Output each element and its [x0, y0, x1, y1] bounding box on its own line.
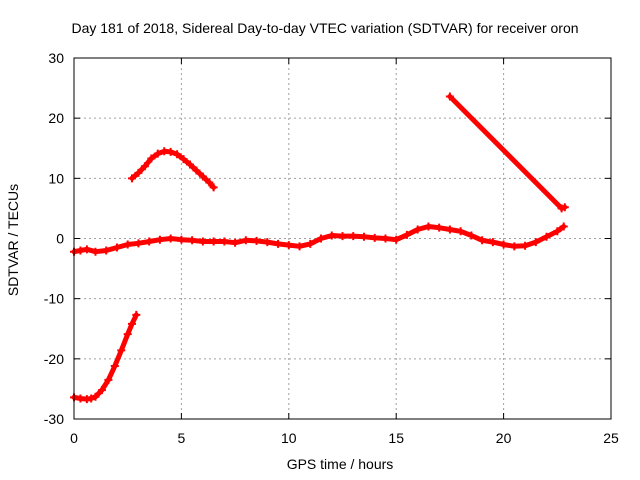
data-point: [153, 149, 162, 158]
series-line: [447, 94, 568, 211]
data-point: [359, 232, 368, 241]
y-tick-label: 0: [56, 231, 64, 247]
data-point: [392, 235, 401, 244]
data-point: [209, 183, 218, 192]
data-point: [381, 234, 390, 243]
data-point: [87, 394, 96, 403]
series-rising-segment: [70, 310, 141, 404]
y-tick-labels: -30 -20 -10 0 10 20 30: [44, 50, 64, 427]
series-outliers: [445, 92, 569, 213]
data-point: [510, 242, 519, 251]
data-point: [263, 238, 272, 247]
data-point: [185, 160, 194, 169]
data-point: [123, 240, 132, 249]
ticks: [73, 57, 612, 420]
data-point: [140, 162, 149, 171]
data-point: [274, 239, 283, 248]
data-point: [445, 92, 454, 101]
chart-title: Day 181 of 2018, Sidereal Day-to-day VTE…: [71, 20, 578, 36]
data-point: [284, 241, 293, 250]
data-point: [76, 246, 85, 255]
data-point: [147, 154, 156, 163]
data-point: [192, 166, 201, 175]
data-point: [220, 237, 229, 246]
data-point: [327, 231, 336, 240]
data-point: [205, 178, 214, 187]
data-point: [179, 155, 188, 164]
data-point: [467, 231, 476, 240]
data-point: [338, 232, 347, 241]
data-point: [110, 362, 119, 371]
data-point: [127, 174, 136, 183]
y-tick-label: 30: [48, 50, 64, 66]
data-point: [478, 236, 487, 245]
y-tick-label: -10: [44, 291, 64, 307]
data-point: [424, 222, 433, 231]
data-point: [134, 239, 143, 248]
data-point: [145, 237, 154, 246]
data-point: [132, 310, 141, 319]
series-arc: [127, 147, 218, 192]
x-tick-label: 5: [178, 430, 186, 446]
x-tick-labels: 0 5 10 15 20 25: [70, 430, 619, 446]
data-point: [241, 236, 250, 245]
data-point: [560, 203, 569, 212]
data-point: [166, 147, 175, 156]
data-point: [166, 234, 175, 243]
x-tick-label: 15: [388, 430, 404, 446]
data-point: [188, 236, 197, 245]
data-point: [435, 223, 444, 232]
data-layer: [70, 92, 569, 404]
data-point: [102, 246, 111, 255]
data-point: [402, 230, 411, 239]
data-point: [413, 225, 422, 234]
data-point: [155, 235, 164, 244]
x-axis-title: GPS time / hours: [287, 456, 394, 472]
data-point: [134, 168, 143, 177]
data-point: [521, 241, 530, 250]
y-tick-label: -30: [44, 411, 64, 427]
data-point: [173, 150, 182, 159]
data-point: [117, 346, 126, 355]
data-point: [97, 386, 106, 395]
y-axis-title: SDTVAR / TECUs: [5, 184, 21, 296]
y-tick-label: -20: [44, 351, 64, 367]
data-point: [198, 172, 207, 181]
data-point: [370, 233, 379, 242]
data-point: [123, 330, 132, 339]
x-tick-label: 0: [70, 430, 78, 446]
y-tick-label: 20: [48, 110, 64, 126]
data-point: [104, 375, 113, 384]
data-point: [531, 238, 540, 247]
data-point: [306, 239, 315, 248]
data-point: [559, 222, 568, 231]
data-point: [317, 234, 326, 243]
data-point: [445, 225, 454, 234]
series-main-band: [70, 222, 568, 256]
data-point: [231, 238, 240, 247]
x-tick-label: 25: [603, 430, 619, 446]
data-point: [499, 240, 508, 249]
y-tick-label: 10: [48, 170, 64, 186]
x-tick-label: 10: [281, 430, 297, 446]
data-point: [112, 243, 121, 252]
data-point: [295, 242, 304, 251]
series-line: [129, 148, 217, 190]
x-tick-label: 20: [496, 430, 512, 446]
data-point: [553, 227, 562, 236]
data-point: [456, 227, 465, 236]
data-point: [488, 238, 497, 247]
data-point: [209, 237, 218, 246]
data-point: [177, 235, 186, 244]
data-point: [349, 232, 358, 241]
data-point: [91, 392, 100, 401]
data-point: [198, 237, 207, 246]
data-point: [127, 319, 136, 328]
data-point: [91, 247, 100, 256]
data-point: [82, 245, 91, 254]
data-point: [252, 236, 261, 245]
series-line: [71, 312, 139, 402]
data-point: [542, 232, 551, 241]
